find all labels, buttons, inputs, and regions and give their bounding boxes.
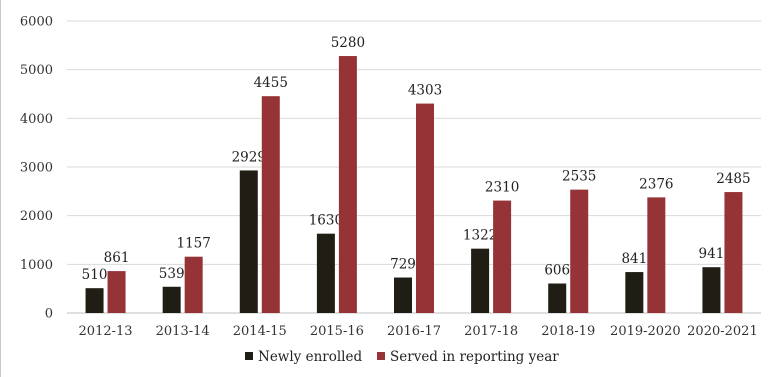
data-label: 1322 <box>463 228 497 244</box>
data-label: 539 <box>159 266 185 282</box>
x-tick-label: 2019-2020 <box>610 324 681 339</box>
data-label: 5280 <box>331 35 365 51</box>
x-tick-label: 2014-15 <box>233 324 287 339</box>
data-label: 941 <box>699 246 725 262</box>
data-label: 2485 <box>716 171 750 187</box>
data-label: 4303 <box>408 83 442 99</box>
data-label: 1157 <box>176 236 210 252</box>
data-label: 1630 <box>309 213 343 229</box>
data-label: 729 <box>390 257 416 273</box>
bar-newly-enrolled-2020-2021 <box>702 267 721 313</box>
bar-served-2017-18 <box>493 200 512 313</box>
y-axis: 0 1000 2000 3000 4000 5000 6000 <box>20 15 53 322</box>
data-label: 2929 <box>232 149 266 165</box>
x-tick-label: 2012-13 <box>79 324 133 339</box>
gridlines <box>67 20 761 314</box>
data-label: 841 <box>621 251 647 267</box>
data-label: 861 <box>104 250 130 266</box>
legend-swatch-served <box>377 352 385 360</box>
bar-newly-enrolled-2017-18 <box>471 248 490 313</box>
x-tick-label: 2017-18 <box>464 324 518 339</box>
data-label: 510 <box>82 267 108 283</box>
data-label: 2535 <box>562 169 596 185</box>
bar-newly-enrolled-2015-16 <box>316 233 335 313</box>
bar-served-2015-16 <box>338 56 357 313</box>
bar-newly-enrolled-2019-2020 <box>625 272 644 313</box>
data-label: 606 <box>544 263 570 279</box>
bar-newly-enrolled-2018-19 <box>548 283 567 313</box>
y-tick-label: 0 <box>45 307 53 322</box>
legend-label: Newly enrolled <box>258 349 362 365</box>
legend-label: Served in reporting year <box>390 349 559 365</box>
bar-newly-enrolled-2016-17 <box>394 277 412 313</box>
x-axis: 2012-13 2013-14 2014-15 2015-16 2016-17 2017-… <box>79 324 758 339</box>
legend: Newly enrolled Served in reporting year <box>245 349 559 365</box>
legend-swatch-newly-enrolled <box>245 352 253 360</box>
bar-newly-enrolled-2012-13 <box>85 288 104 313</box>
y-tick-label: 2000 <box>20 209 53 224</box>
bar-served-2019-2020 <box>647 197 666 313</box>
bar-served-2013-14 <box>184 256 203 313</box>
bar-served-2016-17 <box>416 103 434 313</box>
x-tick-label: 2015-16 <box>310 324 364 339</box>
data-label: 2376 <box>639 176 673 192</box>
bar-newly-enrolled-2013-14 <box>162 286 181 313</box>
data-label: 4455 <box>254 75 288 91</box>
bar-served-2020-2021 <box>724 192 743 313</box>
y-tick-label: 5000 <box>20 63 53 78</box>
y-tick-label: 1000 <box>20 258 53 273</box>
x-tick-label: 2018-19 <box>541 324 595 339</box>
x-tick-label: 2016-17 <box>387 324 441 339</box>
y-tick-label: 6000 <box>20 15 53 30</box>
bar-served-2014-15 <box>261 96 280 313</box>
x-tick-label: 2020-2021 <box>687 324 758 339</box>
bar-served-2012-13 <box>107 271 126 313</box>
data-label: 2310 <box>485 180 519 196</box>
bar-newly-enrolled-2014-15 <box>239 170 258 313</box>
y-tick-label: 3000 <box>20 161 53 176</box>
y-tick-label: 4000 <box>20 112 53 127</box>
bar-served-2018-19 <box>570 189 589 313</box>
x-tick-label: 2013-14 <box>156 324 210 339</box>
